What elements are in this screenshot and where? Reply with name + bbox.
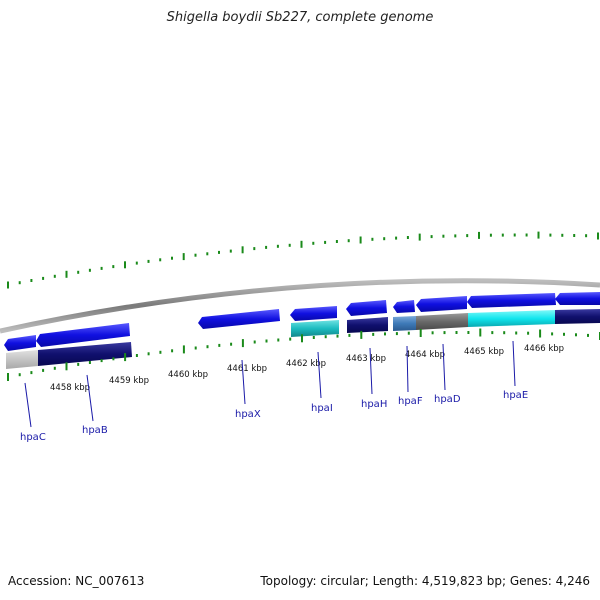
callout-line — [406, 345, 409, 393]
gene-arrow — [198, 309, 280, 329]
gene-label-hpaH[interactable]: hpaH — [361, 399, 387, 410]
feature-bar — [416, 313, 468, 330]
callout-line — [369, 347, 373, 395]
feature-bar — [38, 342, 132, 366]
feature-bar — [6, 350, 38, 369]
feature-bar — [468, 310, 555, 327]
feature-bar — [555, 309, 600, 324]
feature-bar — [347, 317, 388, 333]
callout-line — [512, 340, 516, 387]
gene-label-hpaI[interactable]: hpaI — [311, 403, 333, 414]
gene-arrow — [555, 292, 600, 305]
gene-labels: hpaC hpaB hpaX hpaI hpaH hpaF hpaD hpaE — [20, 390, 528, 443]
genome-map: 4458 kbp 4459 kbp 4460 kbp 4461 kbp 4462… — [0, 231, 600, 443]
gene-arrow — [290, 306, 337, 321]
axis-labels: 4458 kbp 4459 kbp 4460 kbp 4461 kbp 4462… — [50, 344, 564, 393]
genome-summary-text: Topology: circular; Length: 4,519,823 bp… — [260, 574, 590, 588]
callout-lines — [24, 340, 516, 428]
axis-label: 4458 kbp — [50, 383, 90, 393]
outer-tick-ring — [7, 231, 599, 289]
gene-arrow — [393, 300, 415, 313]
inner-tick-ring — [7, 328, 600, 381]
gene-arrow — [346, 300, 387, 316]
axis-label: 4465 kbp — [464, 347, 504, 357]
callout-line — [241, 359, 246, 405]
accession-text: Accession: NC_007613 — [8, 574, 145, 588]
axis-label: 4462 kbp — [286, 359, 326, 369]
callout-line — [86, 374, 94, 422]
genome-backbone — [0, 278, 600, 334]
gene-label-hpaC[interactable]: hpaC — [20, 432, 46, 443]
gene-label-hpaE[interactable]: hpaE — [503, 390, 528, 401]
gene-label-hpaF[interactable]: hpaF — [398, 396, 423, 407]
callout-line — [24, 382, 32, 428]
gene-label-hpaX[interactable]: hpaX — [235, 409, 261, 420]
axis-label: 4466 kbp — [524, 344, 564, 354]
axis-label: 4464 kbp — [405, 350, 445, 360]
gene-arrow — [467, 293, 556, 308]
gene-arrow — [4, 335, 36, 351]
gene-arrow — [36, 323, 130, 347]
gene-label-hpaB[interactable]: hpaB — [82, 425, 108, 436]
axis-label: 4463 kbp — [346, 354, 386, 364]
feature-bar — [393, 316, 416, 331]
forward-genes — [4, 292, 600, 351]
map-title: Shigella boydii Sb227, complete genome — [166, 10, 434, 25]
axis-label: 4459 kbp — [109, 376, 149, 386]
feature-bar — [291, 320, 339, 337]
feature-bars — [6, 309, 600, 369]
axis-label: 4461 kbp — [227, 364, 267, 374]
gene-arrow — [416, 296, 467, 312]
callout-line — [317, 351, 322, 399]
callout-line — [442, 343, 446, 391]
gene-label-hpaD[interactable]: hpaD — [434, 394, 461, 405]
axis-label: 4460 kbp — [168, 370, 208, 380]
